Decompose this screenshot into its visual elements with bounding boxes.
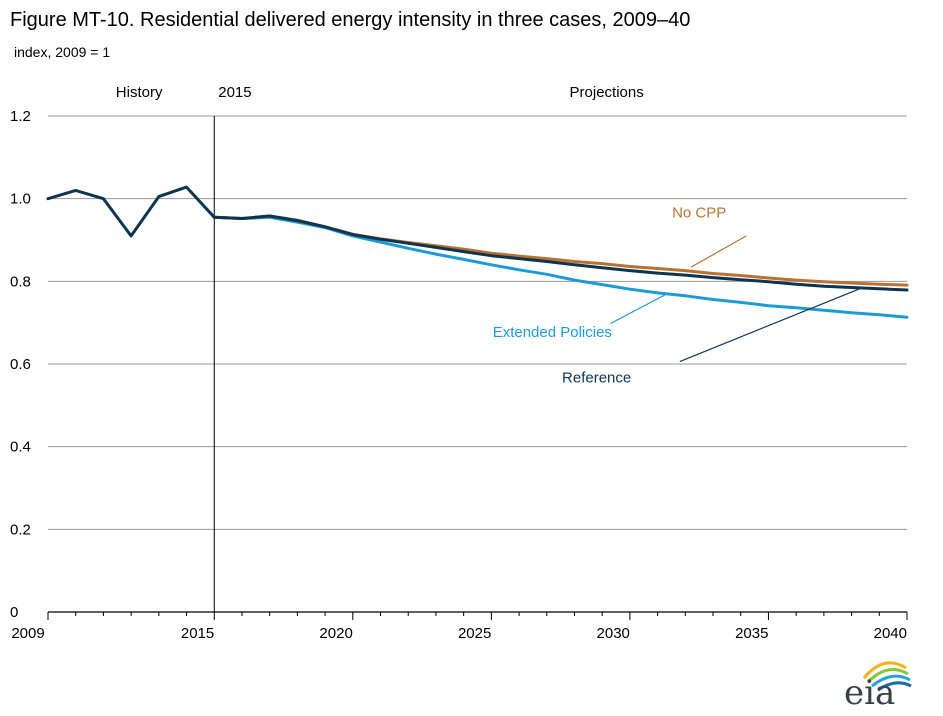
projections-region-label: Projections <box>570 84 644 101</box>
annotation-pointer-reference <box>679 286 863 363</box>
series-lines <box>46 185 909 319</box>
y-tick-label: 1.0 <box>10 191 31 208</box>
y-tick-label: 0 <box>10 604 18 621</box>
x-tick-label: 2035 <box>735 625 768 642</box>
series-line-reference <box>212 214 909 292</box>
series-label-no-cpp: No CPP <box>672 204 726 221</box>
y-tick-label: 0.2 <box>10 521 31 538</box>
history-line <box>46 185 216 238</box>
x-tick-label: 2025 <box>458 625 491 642</box>
x-tick-label: 2020 <box>319 625 352 642</box>
series-annotations: No CPP Extended Policies Reference <box>493 204 863 387</box>
series-label-reference: Reference <box>562 370 631 387</box>
annotation-pointer-no-cpp <box>690 235 747 268</box>
y-axis-unit-label: index, 2009 = 1 <box>14 44 110 60</box>
y-tick-label: 0.6 <box>10 356 31 373</box>
divider-year-label: 2015 <box>218 84 251 101</box>
series-label-extended-policies: Extended Policies <box>493 324 612 341</box>
history-region-label: History <box>116 84 163 101</box>
x-tick-label: 2009 <box>11 625 44 642</box>
series-line-extended-policies <box>212 215 909 319</box>
y-axis-ticks: 0 0.2 0.4 0.6 0.8 1.0 1.2 <box>10 108 31 621</box>
y-tick-label: 0.4 <box>10 439 31 456</box>
y-tick-label: 1.2 <box>10 108 31 125</box>
gridlines <box>48 115 907 530</box>
chart-title: Figure MT-10. Residential delivered ener… <box>10 9 690 31</box>
y-tick-label: 0.8 <box>10 273 31 290</box>
x-axis: 2009 2015 2020 2025 2030 2035 2040 <box>11 611 908 642</box>
x-tick-label: 2030 <box>597 625 630 642</box>
annotation-pointer-extended-policies <box>610 292 669 325</box>
x-tick-label: 2015 <box>181 625 214 642</box>
x-tick-label: 2040 <box>874 625 907 642</box>
eia-logo: eia <box>844 661 912 713</box>
eia-logo-text: eia <box>844 673 895 713</box>
